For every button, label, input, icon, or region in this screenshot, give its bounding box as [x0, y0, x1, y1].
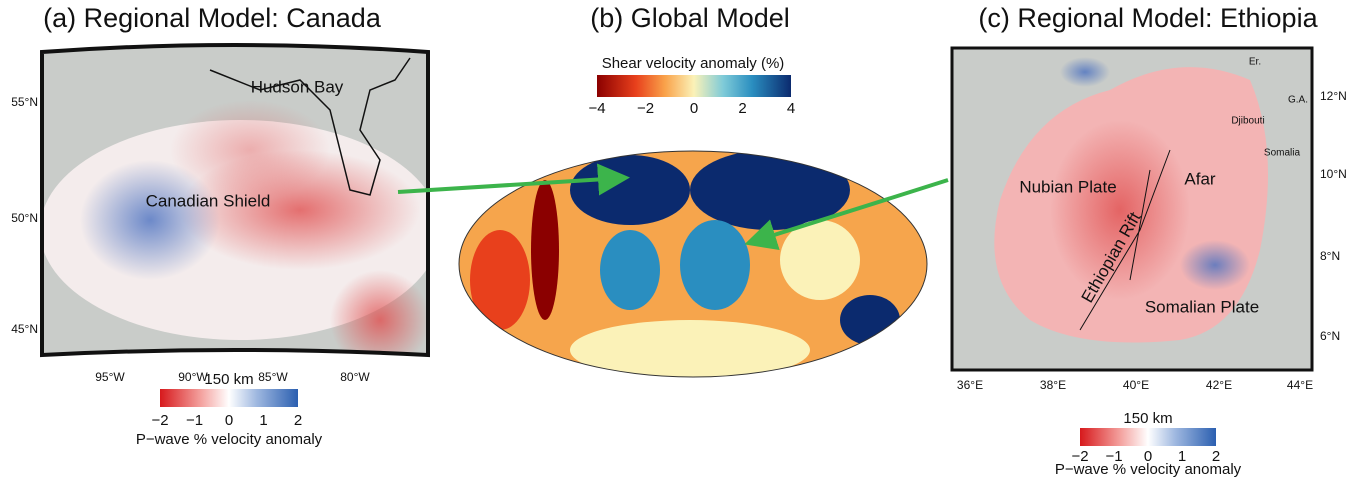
place-label: Canadian Shield	[146, 191, 271, 210]
colorbar-tick: 0	[225, 412, 233, 429]
place-label: Er.	[1249, 57, 1261, 68]
colorbar	[597, 75, 791, 97]
lat-label: 6°N	[1320, 329, 1340, 343]
panel-b: (b) Global Model Shear velocity anomaly …	[455, 3, 935, 380]
lon-label: 80°W	[340, 370, 370, 384]
lat-label: 55°N	[11, 95, 38, 109]
lat-label: 8°N	[1320, 249, 1340, 263]
place-label: Somalian Plate	[1145, 297, 1259, 316]
colorbar	[1080, 428, 1216, 446]
place-label: Somalia	[1264, 148, 1301, 159]
lon-label: 40°E	[1123, 378, 1149, 392]
colorbar-tick: 1	[259, 412, 267, 429]
lat-label: 10°N	[1320, 167, 1347, 181]
colorbar-tick: −4	[588, 100, 605, 117]
lon-label: 38°E	[1040, 378, 1066, 392]
colorbar-tick: 0	[690, 100, 698, 117]
colorbar-tick: −2	[637, 100, 654, 117]
lon-label: 95°W	[95, 370, 125, 384]
colorbar	[160, 389, 298, 407]
colorbar-tick: 2	[738, 100, 746, 117]
panel-title: (c) Regional Model: Ethiopia	[978, 3, 1318, 33]
lat-label: 12°N	[1320, 89, 1347, 103]
figure: (a) Regional Model: Canada 55°N 50°N 45°…	[0, 0, 1361, 478]
colorbar-tick: −1	[186, 412, 203, 429]
place-label: Nubian Plate	[1019, 177, 1116, 196]
panel-title: (a) Regional Model: Canada	[43, 3, 382, 33]
lat-label: 50°N	[11, 211, 38, 225]
colorbar-title: 150 km	[1123, 410, 1172, 427]
colorbar-title: 150 km	[204, 371, 253, 388]
place-label: Afar	[1184, 169, 1216, 188]
colorbar-tick: 4	[787, 100, 795, 117]
panel-a: (a) Regional Model: Canada 55°N 50°N 45°…	[11, 3, 440, 448]
colorbar-tick: −2	[151, 412, 168, 429]
lon-label: 85°W	[258, 370, 288, 384]
colorbar-label: P−wave % velocity anomaly	[136, 431, 323, 448]
colorbar-title: Shear velocity anomaly (%)	[602, 55, 785, 72]
panel-c: (c) Regional Model: Ethiopia 12°N 10°N 8…	[952, 3, 1347, 478]
lon-label: 36°E	[957, 378, 983, 392]
colorbar-tick: 2	[294, 412, 302, 429]
colorbar-label: P−wave % velocity anomaly	[1055, 461, 1242, 478]
lon-label: 44°E	[1287, 378, 1313, 392]
place-label: Hudson Bay	[251, 77, 344, 96]
place-label: Djibouti	[1231, 116, 1264, 127]
lat-label: 45°N	[11, 322, 38, 336]
lon-label: 42°E	[1206, 378, 1232, 392]
panel-title: (b) Global Model	[590, 3, 790, 33]
place-label: G.A.	[1288, 95, 1308, 106]
